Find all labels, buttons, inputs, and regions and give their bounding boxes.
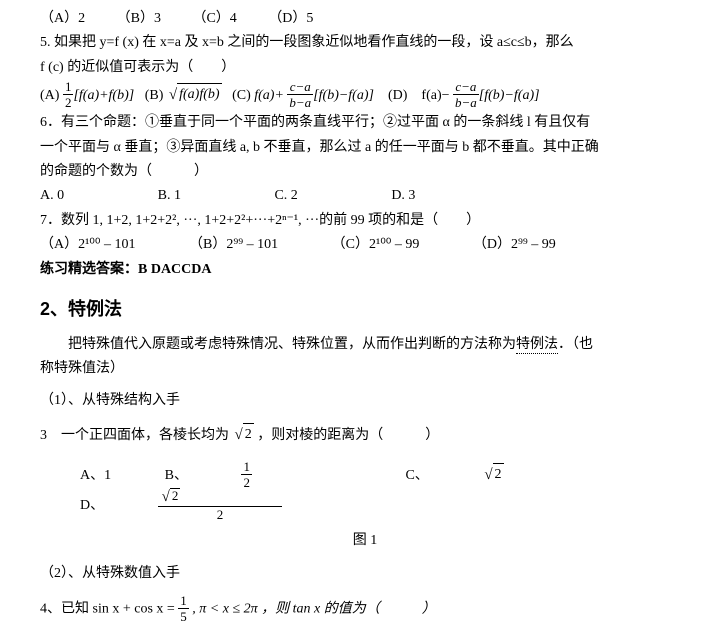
q4b-stem-b: , π < x ≤ 2π ，则 tan x 的值为（ ） <box>192 602 435 617</box>
ca-frac-2: c−ab−a <box>453 80 479 109</box>
q5-b-body: f(a)f(b) <box>177 83 221 106</box>
q7-opt-a: （A）2¹⁰⁰ – 101 <box>40 237 136 252</box>
section-2-title: 2、特例法 <box>40 295 690 324</box>
num: 1 <box>63 80 74 95</box>
figure-1-label: 图 1 <box>40 530 690 552</box>
section2-para-a: 把特殊值代入原题或考虑特殊情况、特殊位置，从而作出判断的方法称为 <box>68 337 516 352</box>
num: 1 <box>178 594 189 609</box>
q3-stem-rad: 2 <box>243 423 254 446</box>
q3-c-rad: 2 <box>493 463 504 486</box>
q5-line1: 5. 如果把 y=f (x) 在 x=a 及 x=b 之间的一段图象近似地看作直… <box>40 32 690 54</box>
q7-line1: 7．数列 1, 1+2, 1+2+2², ···, 1+2+2²+···+2ⁿ⁻… <box>40 210 690 232</box>
q6-line2: 一个平面与 α 垂直；③异面直线 a, b 不垂直，那么过 a 的任一平面与 b… <box>40 137 690 159</box>
q7-options: （A）2¹⁰⁰ – 101 （B）2⁹⁹ – 101 （C）2¹⁰⁰ – 99 … <box>40 234 690 256</box>
q5-d-body: [f(b)−f(a)] <box>479 88 540 103</box>
sqrt-icon: f(a)f(b) <box>167 83 222 107</box>
section2-para-b: ．（也 <box>558 337 593 352</box>
section2-para-line1: 把特殊值代入原题或考虑特殊情况、特殊位置，从而作出判断的方法称为特例法．（也 <box>40 334 690 356</box>
q5-c-mid: f(a)+ <box>254 88 284 103</box>
sqrt2-over-2-frac: 2 2 <box>158 489 333 521</box>
q3-b-pref: B、 <box>165 468 188 483</box>
sqrt-icon: 2 <box>233 423 254 447</box>
q5-a-pref: (A) <box>40 88 59 103</box>
den: 2 <box>158 507 283 521</box>
num: c−a <box>287 80 313 95</box>
q3-stem-a: 3 一个正四面体，各棱长均为 <box>40 428 229 443</box>
num: c−a <box>453 80 479 95</box>
q5-opt-d: (D) f(a)− c−ab−a[f(b)−f(a)] <box>388 88 540 103</box>
q4-opt-a: （A）2 <box>40 11 85 26</box>
half-frac: 12 <box>63 80 74 109</box>
den: b−a <box>453 95 479 109</box>
ca-frac: c−ab−a <box>287 80 313 109</box>
q5-opt-c: (C) f(a)+ c−ab−a[f(b)−f(a)] <box>232 88 377 103</box>
subhead-2: （2）、从特殊数值入手 <box>40 563 690 585</box>
den: b−a <box>287 95 313 109</box>
q5-opt-a: (A) 12[f(a)+f(b)] <box>40 88 138 103</box>
q6-line3: 的命题的个数为（ ） <box>40 161 690 183</box>
den: 2 <box>63 95 74 109</box>
one-fifth-frac: 15 <box>178 594 189 623</box>
q5-options: (A) 12[f(a)+f(b)] (B) f(a)f(b) (C) f(a)+… <box>40 81 690 110</box>
q4b-stem: 4、已知 sin x + cos x = 15 , π < x ≤ 2π ，则 … <box>40 595 690 624</box>
den: 5 <box>178 609 189 623</box>
sqrt-icon: 2 <box>160 489 231 505</box>
q5-opt-b: (B) f(a)f(b) <box>145 88 225 103</box>
q4-opt-c: （C）4 <box>192 11 236 26</box>
q7-opt-c: （C）2¹⁰⁰ – 99 <box>332 237 420 252</box>
q3-opt-c: C、 2 <box>405 468 603 483</box>
q3-stem-b: ，则对棱的距离为（ ） <box>257 428 439 443</box>
answers-line: 练习精选答案：B DACCDA <box>40 259 690 281</box>
half-frac: 12 <box>241 460 302 489</box>
q5-c-body: [f(b)−f(a)] <box>313 88 374 103</box>
q3-options: A、1 B、 12 C、 2 D、 2 2 <box>40 461 690 522</box>
q3-opt-b: B、 12 <box>165 468 356 483</box>
den: 2 <box>241 475 252 489</box>
q4b-stem-a: 4、已知 sin x + cos x = <box>40 602 178 617</box>
q5-c-pref: (C) <box>232 88 254 103</box>
q6-options: A. 0 B. 1 C. 2 D. 3 <box>40 185 690 207</box>
q7-opt-d: （D）2⁹⁹ – 99 <box>473 237 556 252</box>
document-page: （A）2 （B）3 （C）4 （D）5 5. 如果把 y=f (x) 在 x=a… <box>0 0 720 636</box>
q4-opt-d: （D）5 <box>268 11 313 26</box>
num: 2 <box>158 489 283 507</box>
q3-opt-a: A、1 <box>80 468 111 483</box>
q3-d-pref: D、 <box>80 498 104 513</box>
q6-opt-d: D. 3 <box>391 188 415 203</box>
num: 1 <box>241 460 252 475</box>
q6-opt-a: A. 0 <box>40 188 64 203</box>
q5-d-pref: (D) f(a)− <box>388 88 450 103</box>
q6-line1: 6．有三个命题：①垂直于同一个平面的两条直线平行；②过平面 α 的一条斜线 l … <box>40 112 690 134</box>
q3-stem: 3 一个正四面体，各棱长均为 2 ，则对棱的距离为（ ） <box>40 423 690 447</box>
q4-options-line: （A）2 （B）3 （C）4 （D）5 <box>40 8 690 30</box>
sqrt-icon: 2 <box>482 463 553 487</box>
q6-opt-c: C. 2 <box>274 188 297 203</box>
q5-a-body: [f(a)+f(b)] <box>73 88 134 103</box>
q5-b-pref: (B) <box>145 88 164 103</box>
q3-opt-d: D、 2 2 <box>80 498 382 513</box>
rad: 2 <box>170 488 181 502</box>
q3-c-pref: C、 <box>405 468 428 483</box>
section2-para-line2: 称特殊值法） <box>40 358 690 380</box>
subhead-1: （1）、从特殊结构入手 <box>40 390 690 412</box>
section2-para-underline: 特例法 <box>516 337 558 354</box>
q5-line2: f (c) 的近似值可表示为（ ） <box>40 57 690 79</box>
q4-opt-b: （B）3 <box>117 11 161 26</box>
q7-opt-b: （B）2⁹⁹ – 101 <box>189 237 278 252</box>
q6-opt-b: B. 1 <box>158 188 181 203</box>
